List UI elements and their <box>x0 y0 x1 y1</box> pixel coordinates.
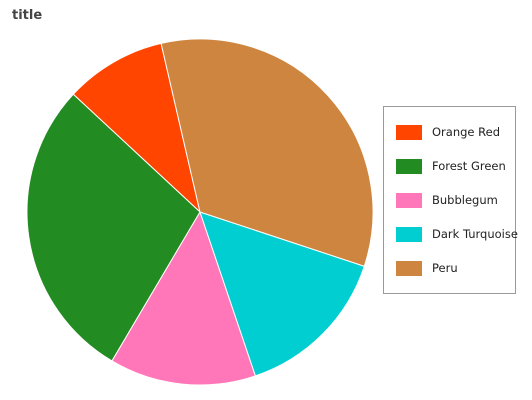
pie-slice-peru <box>160 38 374 267</box>
legend-item: Bubblegum <box>384 191 515 211</box>
legend-swatch <box>396 193 422 208</box>
legend-swatch <box>396 261 422 276</box>
pie-slices <box>26 38 374 386</box>
legend-item: Peru <box>384 259 515 279</box>
legend-swatch <box>396 125 422 140</box>
legend-label: Orange Red <box>432 125 500 139</box>
legend-label: Peru <box>432 261 458 275</box>
chart-title: title <box>12 8 43 23</box>
legend-item: Forest Green <box>384 157 515 177</box>
legend: Orange Red Forest Green Bubblegum Dark Turq… <box>383 106 518 294</box>
legend-label: Bubblegum <box>432 193 498 207</box>
legend-label: Forest Green <box>432 159 506 173</box>
pie-slice-bubblegum <box>111 210 257 386</box>
legend-swatch <box>396 159 422 174</box>
pie-slice-forest-green <box>26 93 201 362</box>
legend-item: Orange Red <box>384 123 515 143</box>
pie-slice-orange-red <box>72 42 201 214</box>
legend-swatch <box>396 227 422 242</box>
legend-item: Dark Turquoise <box>384 225 518 245</box>
legend-label: Dark Turquoise <box>432 227 518 241</box>
